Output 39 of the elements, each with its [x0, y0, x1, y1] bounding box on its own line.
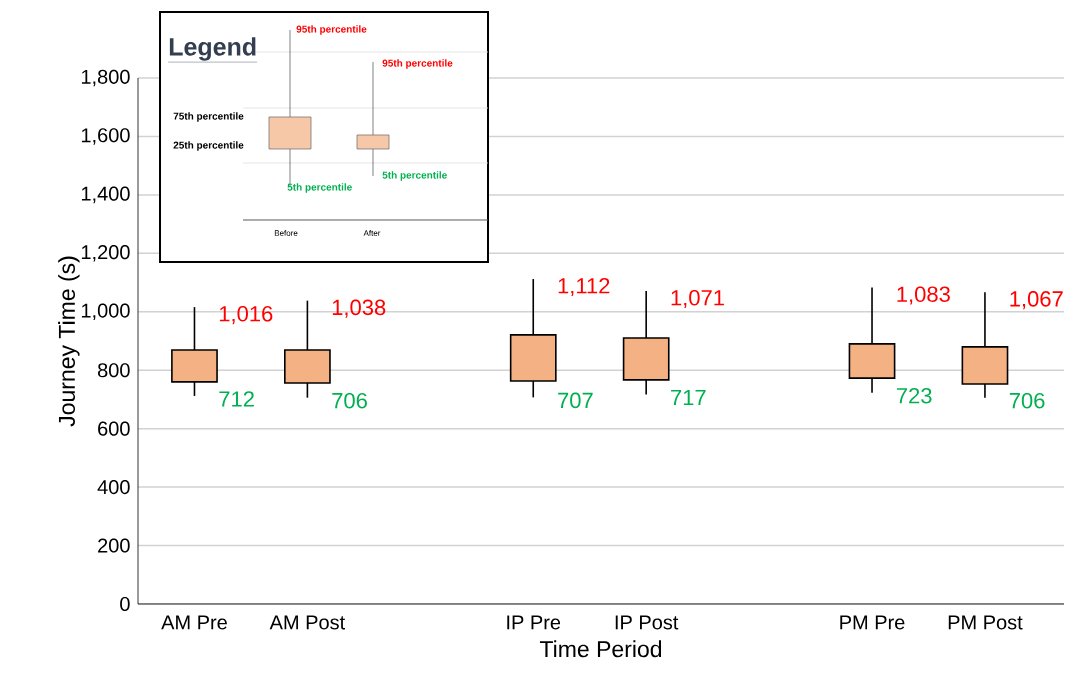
- y-axis-title: Journey Time (s): [58, 256, 80, 427]
- legend-title: Legend: [169, 37, 256, 61]
- text: 95th percentile: [382, 59, 453, 69]
- annotation: 723: [896, 387, 932, 404]
- x-tick-label: AM Pre: [161, 615, 227, 630]
- x-tick-label: IP Post: [615, 615, 679, 630]
- y-tick-label: 400: [97, 480, 130, 495]
- text: 95th percentile: [296, 25, 367, 35]
- y-tick-label: 200: [98, 538, 130, 553]
- annotation: 1,016: [219, 305, 273, 325]
- annotation: 707: [558, 392, 593, 409]
- annotation: 1,112: [558, 277, 610, 297]
- x-tick-label: AM Post: [269, 615, 346, 630]
- annotation: After: [363, 230, 381, 236]
- annotation: 75th percentile: [173, 112, 244, 122]
- y-tick-label: 0: [120, 596, 130, 612]
- annotation: 706: [332, 392, 367, 409]
- annotation: 706: [1009, 392, 1045, 409]
- x-tick-label: PM Post: [948, 615, 1023, 630]
- annotation: 1,083: [897, 286, 950, 305]
- y-tick-label: 1,000: [81, 303, 130, 321]
- y-tick-label: 1,400: [81, 186, 130, 204]
- y-tick-label: 600: [98, 421, 130, 436]
- annotation: 25th percentile: [173, 141, 244, 151]
- x-tick-label: PM Pre: [840, 615, 905, 630]
- annotation: 712: [219, 391, 254, 407]
- annotation: 1,071: [671, 289, 724, 309]
- y-tick-label: 1,600: [81, 128, 130, 145]
- x-tick-label: IP Pre: [507, 615, 561, 630]
- annotation: Before: [274, 230, 298, 236]
- y-tick-label: 1,200: [81, 245, 130, 262]
- annotation: 5th percentile: [287, 183, 352, 193]
- annotation: 1,038: [332, 299, 386, 318]
- y-tick-label: 1,800: [81, 69, 130, 87]
- x-axis-title: Time Period: [539, 640, 662, 658]
- y-tick-label: 800: [97, 363, 130, 378]
- annotation: 5th percentile: [382, 171, 447, 181]
- annotation: 717: [671, 389, 706, 406]
- annotation: 1,067: [1010, 291, 1063, 310]
